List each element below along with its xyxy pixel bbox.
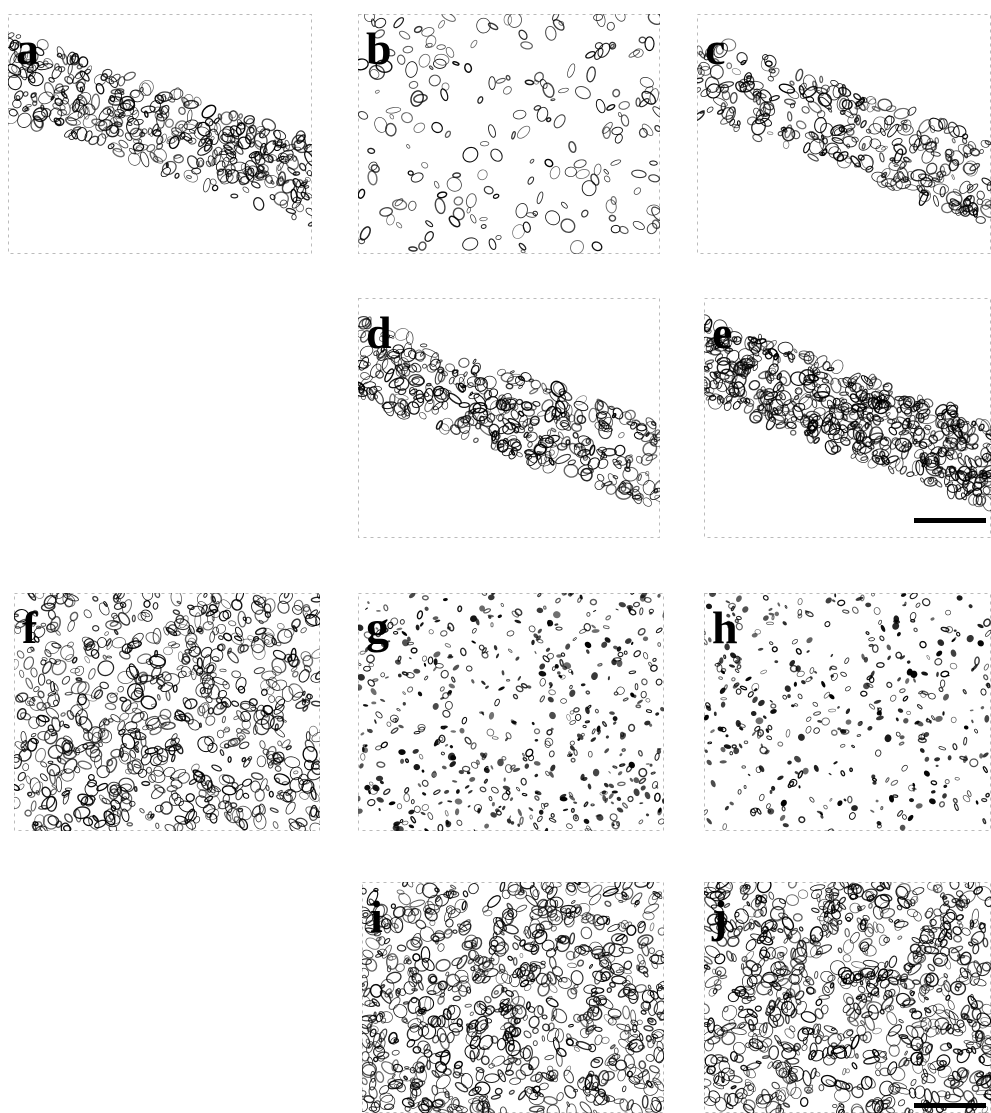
micrograph-panel-i: i — [362, 882, 664, 1113]
scale-bar-j — [914, 1103, 986, 1108]
micrograph-panel-h: h — [704, 593, 991, 831]
tissue-texture — [704, 882, 991, 1113]
panel-label-g: g — [366, 602, 389, 653]
panel-label-i: i — [370, 891, 383, 942]
micrograph-panel-j: j — [704, 882, 991, 1113]
panel-label-f: f — [22, 602, 38, 653]
tissue-texture — [358, 593, 664, 831]
tissue-texture — [14, 593, 320, 831]
tissue-texture — [704, 593, 991, 831]
panel-label-d: d — [366, 307, 392, 358]
micrograph-panel-g: g — [358, 593, 664, 831]
micrograph-panel-c: c — [697, 14, 991, 254]
micrograph-panel-f: f — [14, 593, 320, 831]
tissue-texture — [8, 14, 312, 254]
micrograph-panel-d: d — [358, 298, 660, 538]
panel-label-a: a — [16, 23, 39, 74]
micrograph-panel-b: b — [358, 14, 660, 254]
panel-label-j: j — [712, 891, 728, 942]
tissue-texture — [358, 298, 660, 538]
panel-label-h: h — [712, 602, 738, 653]
tissue-texture — [704, 298, 991, 538]
micrograph-panel-a: a — [8, 14, 312, 254]
panel-label-e: e — [712, 307, 733, 358]
micrograph-panel-e: e — [704, 298, 991, 538]
scale-bar-e — [914, 518, 986, 523]
tissue-texture — [362, 882, 664, 1113]
panel-label-c: c — [705, 23, 726, 74]
tissue-texture — [358, 14, 660, 254]
tissue-texture — [697, 14, 991, 254]
panel-label-b: b — [366, 23, 392, 74]
